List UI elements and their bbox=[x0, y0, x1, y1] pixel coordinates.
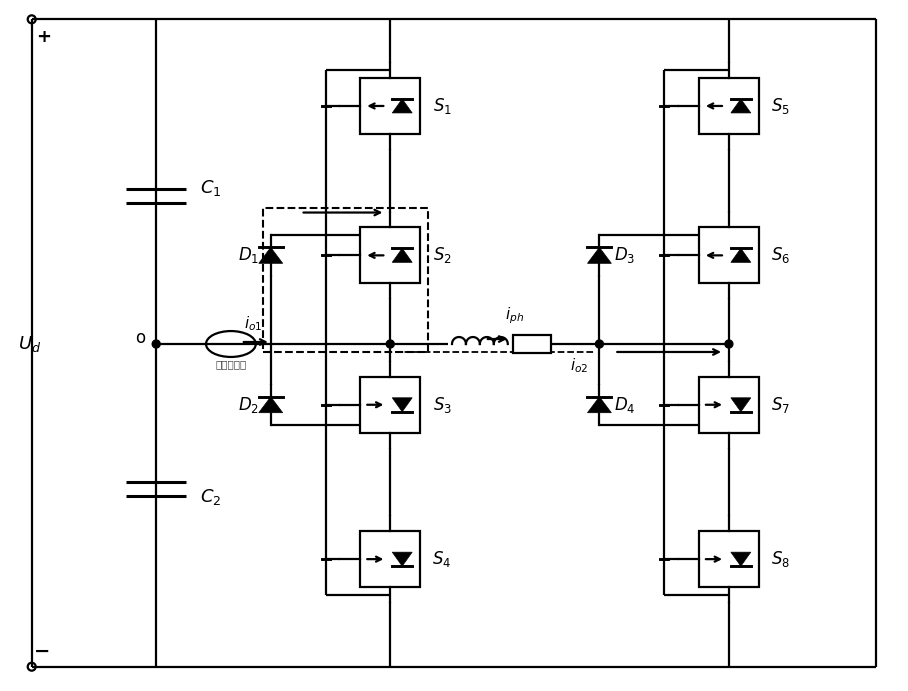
Polygon shape bbox=[587, 397, 611, 413]
Text: $i_{ph}$: $i_{ph}$ bbox=[505, 306, 524, 326]
Polygon shape bbox=[392, 99, 412, 113]
Text: $S_{4}$: $S_{4}$ bbox=[432, 549, 451, 569]
Text: 电流传感器: 电流传感器 bbox=[215, 359, 247, 369]
Bar bbox=[262, 207, 428, 352]
Text: $S_{6}$: $S_{6}$ bbox=[771, 245, 790, 265]
Polygon shape bbox=[392, 552, 412, 566]
Bar bbox=[360, 78, 420, 134]
Bar bbox=[360, 531, 420, 587]
Polygon shape bbox=[259, 247, 282, 263]
Bar bbox=[360, 377, 420, 433]
Text: $S_{5}$: $S_{5}$ bbox=[771, 96, 790, 116]
Polygon shape bbox=[731, 398, 751, 412]
Polygon shape bbox=[392, 248, 412, 263]
Text: $D_4$: $D_4$ bbox=[614, 395, 635, 415]
Bar bbox=[513, 335, 550, 353]
Text: +: + bbox=[36, 28, 51, 46]
Circle shape bbox=[153, 340, 160, 348]
Polygon shape bbox=[731, 99, 751, 113]
Text: $D_1$: $D_1$ bbox=[238, 245, 260, 265]
Polygon shape bbox=[731, 552, 751, 566]
Text: $C_2$: $C_2$ bbox=[201, 487, 222, 507]
Bar bbox=[699, 227, 759, 283]
Text: −: − bbox=[34, 642, 50, 661]
Text: $C_1$: $C_1$ bbox=[201, 178, 222, 198]
Bar bbox=[699, 377, 759, 433]
Circle shape bbox=[386, 340, 394, 348]
Text: $U_d$: $U_d$ bbox=[18, 334, 42, 354]
Circle shape bbox=[725, 340, 733, 348]
Bar bbox=[699, 531, 759, 587]
Text: $D_2$: $D_2$ bbox=[238, 395, 260, 415]
Text: o: o bbox=[135, 329, 145, 347]
Text: $S_{8}$: $S_{8}$ bbox=[771, 549, 790, 569]
Bar bbox=[360, 227, 420, 283]
Polygon shape bbox=[392, 398, 412, 412]
Polygon shape bbox=[587, 247, 611, 263]
Text: $S_{7}$: $S_{7}$ bbox=[771, 395, 790, 415]
Text: $S_{3}$: $S_{3}$ bbox=[432, 395, 451, 415]
Text: $S_{2}$: $S_{2}$ bbox=[432, 245, 451, 265]
Bar bbox=[699, 78, 759, 134]
Circle shape bbox=[596, 340, 604, 348]
Text: $i_{o1}$: $i_{o1}$ bbox=[243, 314, 262, 334]
Text: $i_{o2}$: $i_{o2}$ bbox=[570, 357, 588, 375]
Text: $D_3$: $D_3$ bbox=[614, 245, 635, 265]
Polygon shape bbox=[259, 397, 282, 413]
Text: $S_{1}$: $S_{1}$ bbox=[432, 96, 451, 116]
Polygon shape bbox=[731, 248, 751, 263]
